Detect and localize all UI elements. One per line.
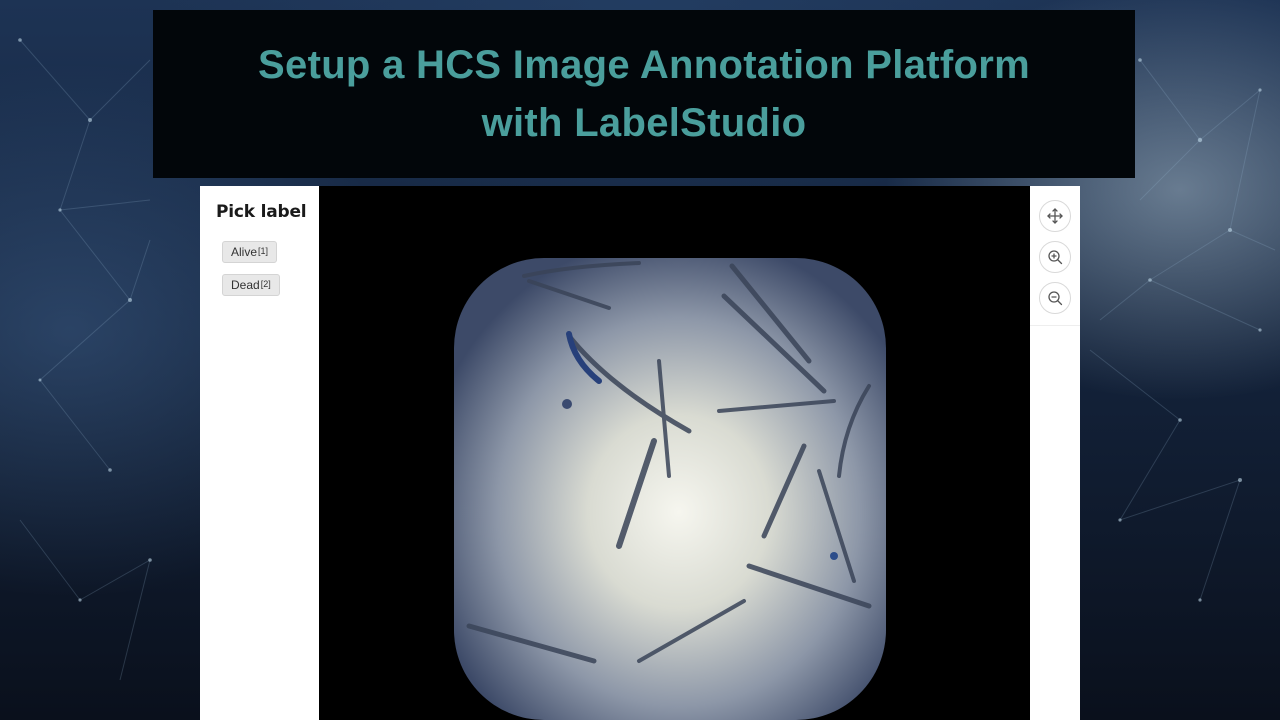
label-chip-alive[interactable]: Alive [1] <box>222 241 278 263</box>
zoom-in-icon <box>1048 250 1063 265</box>
label-chip-dead-text: Dead <box>231 278 260 292</box>
label-picker-panel: Pick label Alive [1] Dead [2] <box>200 186 319 720</box>
image-toolbar <box>1030 186 1080 326</box>
pick-label-heading: Pick label <box>216 202 307 222</box>
label-chip-dead-hotkey: [2] <box>260 279 271 289</box>
title-line-2: with LabelStudio <box>481 101 807 145</box>
title-banner: Setup a HCS Image Annotation Platform wi… <box>153 10 1135 178</box>
labelstudio-panel: Pick label Alive [1] Dead [2] <box>200 186 1080 720</box>
zoom-in-button[interactable] <box>1039 241 1071 273</box>
image-canvas[interactable] <box>319 186 1030 720</box>
microscopy-image[interactable] <box>319 186 1030 720</box>
label-chip-dead[interactable]: Dead [2] <box>222 274 280 296</box>
move-icon <box>1047 208 1063 224</box>
label-chip-alive-hotkey: [1] <box>258 246 269 256</box>
label-chip-alive-text: Alive <box>231 245 258 259</box>
pan-button[interactable] <box>1039 200 1071 232</box>
title-line-1: Setup a HCS Image Annotation Platform <box>258 43 1030 87</box>
zoom-out-icon <box>1048 291 1063 306</box>
zoom-out-button[interactable] <box>1039 282 1071 314</box>
